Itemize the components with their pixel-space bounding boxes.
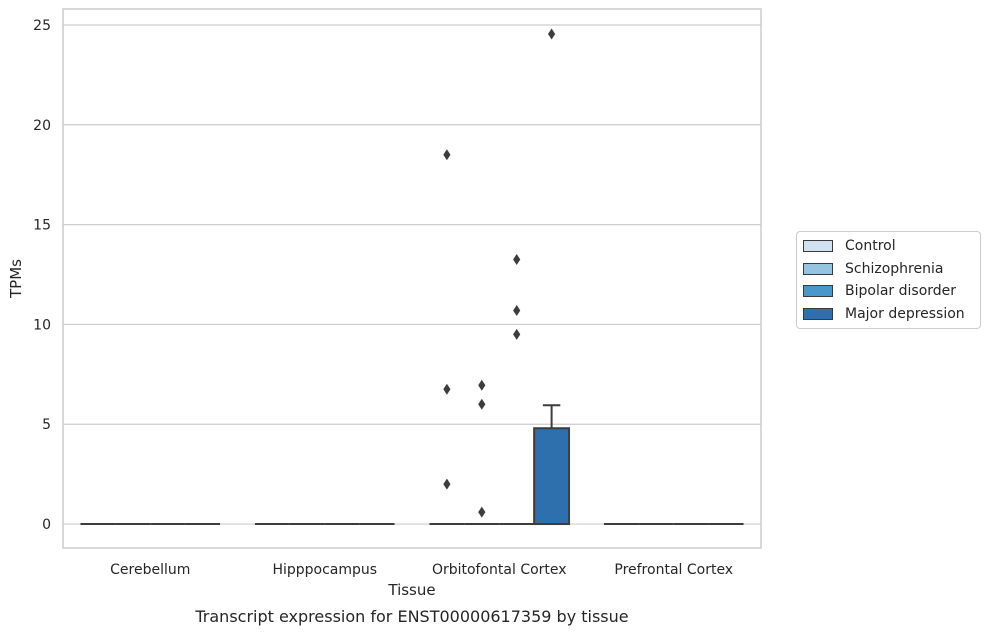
outlier-point: [548, 28, 556, 40]
outlier-point: [443, 149, 451, 161]
outlier-point: [443, 478, 451, 490]
box-major-depression: [533, 28, 571, 526]
legend-item: Major depression: [803, 303, 974, 326]
legend-label: Schizophrenia: [845, 260, 944, 277]
x-tick-label: Prefrontal Cortex: [614, 562, 733, 578]
legend-item: Schizophrenia: [803, 258, 974, 281]
legend-label: Major depression: [845, 305, 965, 322]
y-tick-label: 10: [33, 317, 51, 333]
box-control: [429, 149, 465, 526]
legend-swatch: [803, 262, 833, 275]
legend-label: Bipolar disorder: [845, 283, 957, 300]
x-axis-label: Tissue: [387, 581, 435, 599]
box-body: [533, 427, 571, 526]
outlier-point: [478, 506, 486, 518]
y-tick-label: 5: [42, 417, 51, 433]
legend-swatch: [803, 240, 833, 253]
y-tick-label: 0: [42, 517, 51, 533]
outlier-point: [478, 379, 486, 391]
legend-label: Control: [845, 238, 896, 255]
x-tick-label: Cerebellum: [110, 562, 190, 578]
y-tick-label: 25: [33, 18, 51, 34]
y-tick-label: 20: [33, 118, 51, 134]
x-tick-label: Orbitofontal Cortex: [432, 562, 567, 578]
chart-caption: Transcript expression for ENST0000061735…: [194, 607, 628, 626]
legend-swatch: [803, 307, 833, 320]
plot-area-frame: [62, 8, 762, 549]
outlier-point: [443, 383, 451, 395]
box-layer: [80, 28, 744, 526]
outlier-point: [513, 254, 521, 266]
y-axis-label: TPMs: [7, 259, 25, 299]
box-schizophrenia: [464, 379, 500, 526]
grid-lines: [63, 24, 761, 525]
legend-item: Bipolar disorder: [803, 280, 974, 303]
y-tick-label: 15: [33, 218, 51, 234]
legend-swatch: [803, 285, 833, 298]
outlier-point: [478, 398, 486, 410]
box-bipolar-disorder: [499, 254, 535, 526]
tick-labels: 0 5 10 15 20 25 Cerebellum Hipppocampus Orbitofo…: [33, 18, 733, 578]
legend: Control Schizophrenia Bipolar disorder Majo…: [796, 231, 981, 329]
legend-item: Control: [803, 235, 974, 258]
x-tick-label: Hipppocampus: [272, 562, 377, 578]
outlier-point: [513, 304, 521, 316]
outlier-point: [513, 328, 521, 340]
